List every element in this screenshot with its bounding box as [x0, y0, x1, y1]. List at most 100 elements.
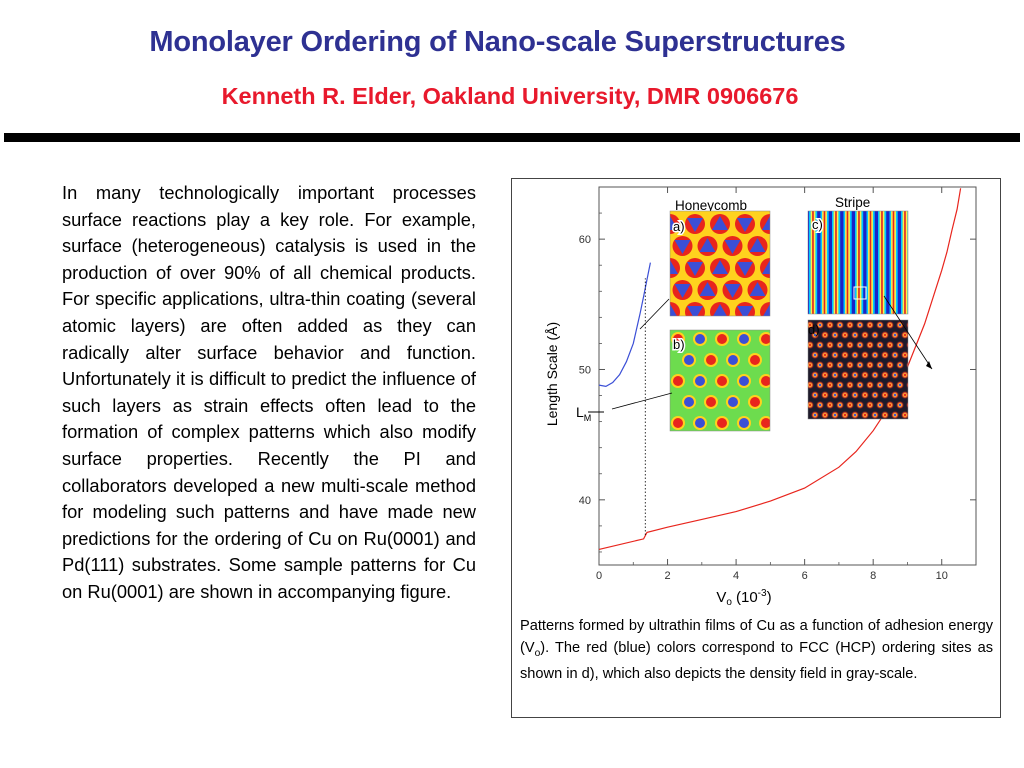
density-core	[883, 353, 887, 357]
density-core	[903, 353, 907, 357]
stripe-band	[833, 211, 836, 314]
y-axis-label: Length Scale (Å)	[544, 322, 560, 426]
stripe-band	[905, 211, 908, 314]
page-title: Monolayer Ordering of Nano-scale Superst…	[149, 26, 846, 58]
density-core	[873, 333, 877, 337]
density-core	[878, 403, 882, 407]
density-core	[878, 363, 882, 367]
density-core	[848, 343, 852, 347]
x-tick-label: 10	[936, 570, 948, 582]
density-core	[848, 363, 852, 367]
stripe-band	[895, 211, 898, 314]
density-core	[813, 353, 817, 357]
body-paragraph: In many technologically important proces…	[62, 182, 476, 602]
stripe-band	[879, 211, 882, 314]
density-core	[828, 323, 832, 327]
dot-site	[706, 397, 716, 407]
dot-site	[750, 397, 760, 407]
density-core	[818, 403, 822, 407]
x-tick-label: 6	[802, 570, 808, 582]
dot-site	[673, 376, 683, 386]
density-core	[848, 383, 852, 387]
density-core	[914, 374, 916, 376]
data-series	[598, 188, 962, 550]
dot-site	[684, 397, 694, 407]
stripe-band	[810, 211, 813, 314]
x-tick-label: 2	[664, 570, 670, 582]
page-subtitle: Kenneth R. Elder, Oakland University, DM…	[221, 83, 799, 109]
density-core	[808, 403, 812, 407]
stripe-label: Stripe	[835, 195, 870, 210]
density-core	[823, 333, 827, 337]
honeycomb-spot	[773, 280, 793, 300]
density-core	[898, 343, 902, 347]
density-core	[808, 363, 812, 367]
series-line-1	[598, 262, 651, 388]
plot-frame	[598, 186, 977, 566]
density-core	[868, 403, 872, 407]
stripe-band	[872, 211, 875, 314]
stripe-band	[809, 211, 811, 314]
density-core	[863, 413, 867, 417]
density-core	[833, 353, 837, 357]
stripe-band	[815, 211, 818, 314]
stripe-band	[901, 211, 903, 314]
honeycomb-triangle	[737, 262, 753, 276]
panel-c-image	[808, 211, 908, 314]
stripe-band	[884, 211, 887, 314]
density-core	[833, 373, 837, 377]
density-core	[823, 353, 827, 357]
honeycomb-triangle	[687, 306, 703, 316]
panel-a-image	[670, 211, 793, 316]
density-core	[898, 323, 902, 327]
arrow-to-c	[883, 295, 933, 370]
density-core	[853, 333, 857, 337]
stripe-band	[825, 211, 828, 314]
density-core	[888, 343, 892, 347]
density-core	[838, 403, 842, 407]
density-core	[893, 353, 897, 357]
stripe-band	[904, 211, 906, 314]
density-core	[843, 373, 847, 377]
stripe-band	[889, 211, 892, 314]
density-core	[914, 334, 916, 336]
honeycomb-triangle	[670, 260, 678, 274]
density-core	[868, 343, 872, 347]
density-core	[833, 413, 837, 417]
density-core	[878, 343, 882, 347]
density-core	[828, 363, 832, 367]
density-core	[873, 353, 877, 357]
honeycomb-triangle	[775, 284, 791, 298]
density-dot	[911, 391, 919, 399]
density-core	[868, 363, 872, 367]
series-line-0	[598, 188, 962, 550]
y-tick-label: 60	[579, 234, 591, 246]
density-core	[914, 414, 916, 416]
density-core	[823, 413, 827, 417]
figure-panel: 0 2 4 6 8 10 40 50 60 Length Scale (Å) Vo (10-3) …	[511, 178, 1001, 718]
stripe-band	[891, 211, 893, 314]
density-core	[843, 413, 847, 417]
density-core	[868, 383, 872, 387]
arrow-c-head	[926, 361, 932, 369]
dot-site	[695, 334, 705, 344]
dot-site	[772, 397, 782, 407]
density-core	[909, 344, 911, 346]
x-tick-label: 4	[733, 570, 739, 582]
stripe-band	[835, 211, 837, 314]
density-core	[903, 393, 907, 397]
dot-site	[761, 418, 770, 428]
stripe-band	[855, 211, 857, 314]
density-core	[893, 333, 897, 337]
density-core	[833, 333, 837, 337]
honeycomb-triangle	[687, 218, 703, 232]
density-core	[838, 323, 842, 327]
density-core	[813, 373, 817, 377]
density-core	[818, 383, 822, 387]
arrow-to-a	[639, 298, 670, 330]
density-core	[858, 383, 862, 387]
density-core	[878, 383, 882, 387]
figure-caption: Patterns formed by ultrathin films of Cu…	[520, 618, 993, 682]
honeycomb-triangle	[713, 304, 727, 316]
density-dot	[905, 381, 908, 389]
